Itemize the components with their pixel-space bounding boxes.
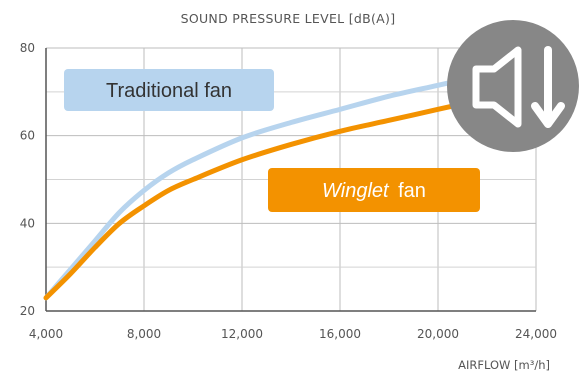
x-tick-label: 20,000 (417, 327, 459, 341)
speaker-volume-down-icon (447, 20, 579, 152)
chart-title: SOUND PRESSURE LEVEL [dB(A)] (181, 11, 396, 26)
y-tick-label: 60 (20, 129, 35, 143)
y-tick-label: 80 (20, 41, 35, 55)
winglet-label-italic: Winglet (322, 180, 390, 202)
x-axis-label: AIRFLOW [m³/h] (458, 358, 550, 372)
winglet-label-rest: fan (398, 180, 426, 202)
traditional-label-box (64, 69, 274, 111)
y-tick-label: 40 (20, 216, 35, 230)
winglet-label: Winglet fan (322, 180, 426, 202)
x-tick-label: 24,000 (515, 327, 557, 341)
x-tick-label: 4,000 (29, 327, 63, 341)
series-line-winglet (43, 95, 490, 301)
x-tick-label: 8,000 (127, 327, 161, 341)
y-tick-labels: 20 40 60 80 (20, 41, 35, 318)
y-tick-label: 20 (20, 304, 35, 318)
x-tick-labels: 4,000 8,000 12,000 16,000 20,000 24,000 (29, 327, 557, 341)
legend-winglet: Winglet fan (268, 168, 480, 212)
traditional-label: Traditional fan (106, 80, 232, 102)
axes (45, 48, 536, 312)
series-line-traditional (43, 71, 490, 301)
x-tick-label: 12,000 (221, 327, 263, 341)
series-layer (43, 71, 490, 301)
legend-traditional: Traditional fan (64, 69, 274, 111)
x-tick-label: 16,000 (319, 327, 361, 341)
winglet-label-box (268, 168, 480, 212)
